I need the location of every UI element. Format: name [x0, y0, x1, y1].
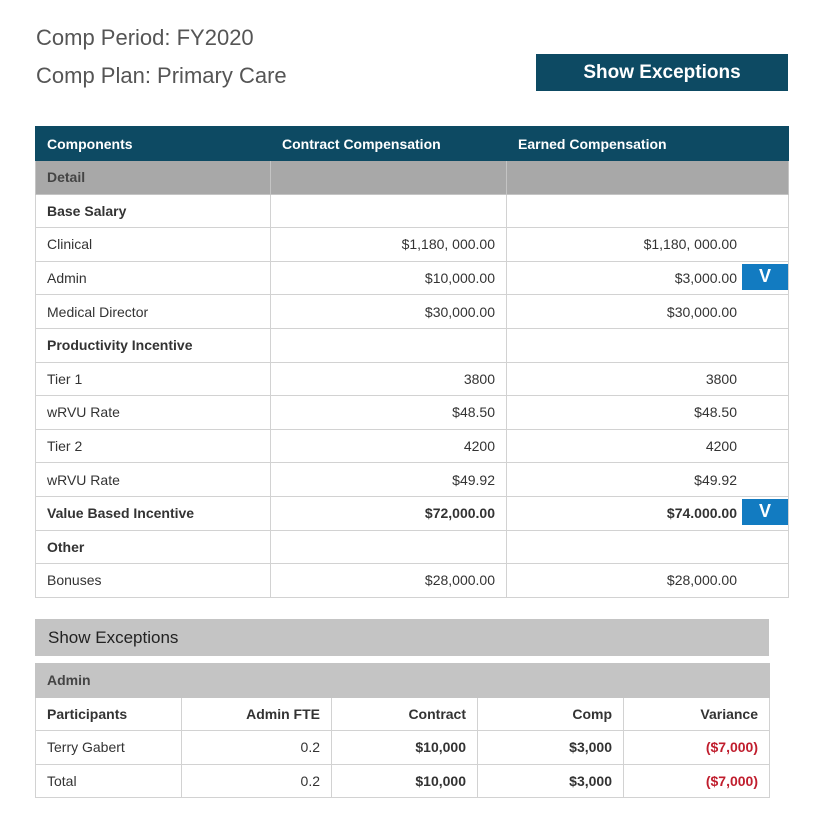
earned-value: 3800	[506, 361, 789, 397]
variance-value: ($7,000)	[623, 763, 770, 799]
exceptions-section-label: Admin	[35, 663, 770, 698]
contract-value: $10,000	[331, 730, 478, 765]
exceptions-table: Admin Participants Admin FTE Contract Co…	[35, 663, 770, 799]
detail-label: Detail	[35, 160, 271, 195]
earned-value: 4200	[506, 428, 789, 464]
contract-value: $10,000	[331, 763, 478, 799]
row-label: Tier 2	[35, 428, 271, 464]
row-label: wRVU Rate	[35, 462, 271, 497]
contract-value: $1,180, 000.00	[270, 227, 507, 262]
table-row: Base Salary	[35, 193, 789, 229]
contract-value: $48.50	[270, 395, 507, 430]
row-label: Clinical	[35, 227, 271, 262]
table-row: Bonuses $28,000.00 $28,000.00	[35, 563, 789, 598]
participant-name: Total	[35, 763, 182, 799]
table-row: Terry Gabert 0.2 $10,000 $3,000 ($7,000)	[35, 730, 770, 765]
contract-value: $49.92	[270, 462, 507, 497]
contract-value: $72,000.00	[270, 495, 507, 531]
comp-value: $3,000	[477, 763, 624, 799]
table-row: wRVU Rate $49.92 $49.92	[35, 462, 789, 497]
comp-plan-label: Comp Plan: Primary Care	[36, 63, 287, 88]
detail-row: Detail	[35, 160, 789, 195]
earned-value	[506, 529, 789, 565]
contract-value: $30,000.00	[270, 294, 507, 329]
column-header-participants: Participants	[35, 696, 182, 732]
admin-fte-value: 0.2	[181, 730, 332, 765]
contract-value: $10,000.00	[270, 260, 507, 296]
contract-value: $28,000.00	[270, 563, 507, 598]
contract-value	[270, 193, 507, 229]
earned-value: $74.000.00	[666, 505, 737, 522]
table-row: Clinical $1,180, 000.00 $1,180, 000.00	[35, 227, 789, 262]
comp-period-label: Comp Period: FY2020	[36, 25, 254, 50]
row-label: wRVU Rate	[35, 395, 271, 430]
earned-value	[506, 327, 789, 363]
row-label: Productivity Incentive	[35, 327, 271, 363]
column-header-contract: Contract	[331, 696, 478, 732]
row-label: Tier 1	[35, 361, 271, 397]
view-value-based-exception-button[interactable]: V	[742, 498, 788, 525]
column-header-contract: Contract Compensation	[270, 126, 507, 161]
row-label: Bonuses	[35, 563, 271, 598]
exceptions-heading: Show Exceptions	[35, 619, 769, 656]
earned-value: $30,000.00	[506, 294, 789, 329]
earned-value: $48.50	[506, 395, 789, 430]
row-label: Medical Director	[35, 294, 271, 329]
table-row: Total 0.2 $10,000 $3,000 ($7,000)	[35, 763, 770, 799]
comp-value: $3,000	[477, 730, 624, 765]
table-row: Tier 2 4200 4200	[35, 428, 789, 464]
column-header-admin-fte: Admin FTE	[181, 696, 332, 732]
row-label: Other	[35, 529, 271, 565]
row-label: Base Salary	[35, 193, 271, 229]
exceptions-column-row: Participants Admin FTE Contract Comp Var…	[35, 696, 770, 732]
table-row: Other	[35, 529, 789, 565]
table-row: Admin $10,000.00 $3,000.00 V	[35, 260, 789, 296]
admin-fte-value: 0.2	[181, 763, 332, 799]
column-header-variance: Variance	[623, 696, 770, 732]
earned-value: $28,000.00	[506, 563, 789, 598]
column-header-components: Components	[35, 126, 271, 161]
earned-value: $49.92	[506, 462, 789, 497]
contract-value: 3800	[270, 361, 507, 397]
row-label: Value Based Incentive	[35, 495, 271, 531]
earned-value	[506, 193, 789, 229]
contract-value: 4200	[270, 428, 507, 464]
table-row: Medical Director $30,000.00 $30,000.00	[35, 294, 789, 329]
contract-value	[270, 327, 507, 363]
earned-value: $3,000.00	[674, 270, 737, 287]
earned-value: $1,180, 000.00	[506, 227, 789, 262]
table-header-row: Components Contract Compensation Earned …	[35, 126, 789, 161]
table-row: Tier 1 3800 3800	[35, 361, 789, 397]
column-header-comp: Comp	[477, 696, 624, 732]
table-row: Productivity Incentive	[35, 327, 789, 363]
table-row: wRVU Rate $48.50 $48.50	[35, 395, 789, 430]
contract-value	[270, 529, 507, 565]
row-label: Admin	[35, 260, 271, 296]
table-row: Value Based Incentive $72,000.00 $74.000…	[35, 495, 789, 531]
exceptions-section-row: Admin	[35, 663, 770, 698]
participant-name: Terry Gabert	[35, 730, 182, 765]
column-header-earned: Earned Compensation	[506, 126, 789, 161]
view-admin-exception-button[interactable]: V	[742, 263, 788, 290]
show-exceptions-button[interactable]: Show Exceptions	[536, 54, 788, 91]
variance-value: ($7,000)	[623, 730, 770, 765]
compensation-table: Components Contract Compensation Earned …	[35, 126, 789, 598]
